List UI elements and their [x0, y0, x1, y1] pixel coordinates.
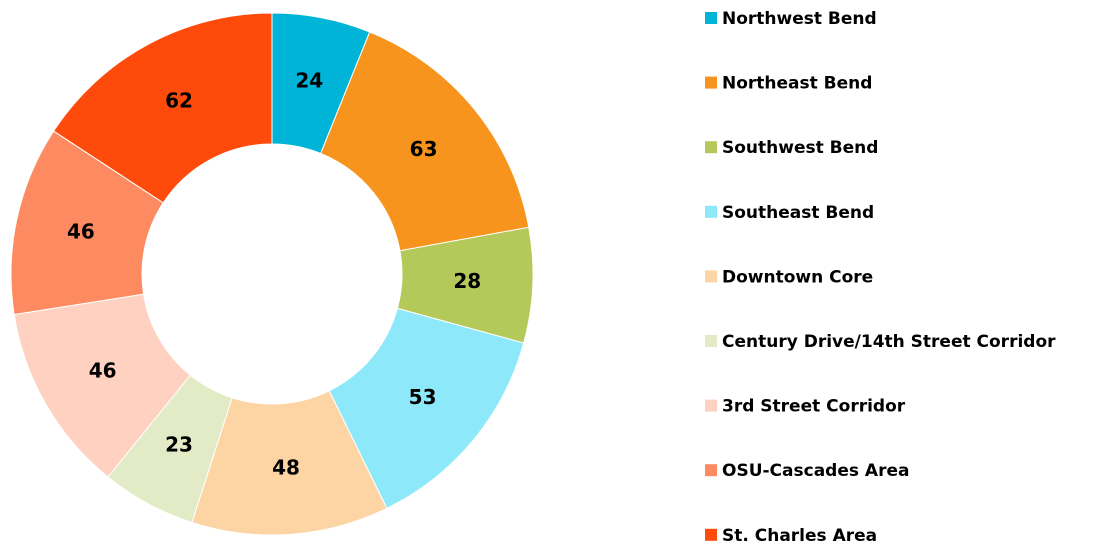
data-label: 62: [165, 89, 193, 113]
legend-label: OSU-Cascades Area: [722, 461, 909, 481]
legend-label: Century Drive/14th Street Corridor: [722, 332, 1056, 352]
legend-swatch: [705, 205, 717, 218]
data-label: 63: [410, 137, 438, 161]
legend-label: Downtown Core: [722, 267, 873, 287]
data-label: 53: [409, 385, 437, 409]
data-label: 46: [89, 358, 117, 382]
legend-swatch: [705, 528, 717, 541]
legend-label: 3rd Street Corridor: [722, 397, 906, 417]
data-label: 48: [272, 455, 300, 479]
legend-label: Northwest Bend: [722, 9, 877, 29]
legend-swatch: [705, 399, 717, 412]
legend-swatch: [705, 12, 717, 24]
donut-segment: [320, 31, 530, 252]
legend-label: Southeast Bend: [722, 203, 874, 223]
data-label: 46: [67, 219, 95, 243]
legend-label: St. Charles Area: [722, 526, 877, 546]
legend-swatch: [705, 335, 717, 347]
legend-label: Northeast Bend: [722, 74, 872, 94]
legend-swatch: [705, 270, 717, 283]
data-label: 24: [295, 69, 323, 93]
donut-segment: [328, 307, 525, 510]
data-label: 28: [453, 269, 481, 293]
legend-swatch: [705, 464, 717, 477]
donut-segment: [52, 12, 273, 204]
legend-swatch: [705, 76, 717, 89]
data-label: 23: [165, 432, 193, 456]
legend-label: Southwest Bend: [722, 138, 878, 158]
legend-swatch: [705, 141, 717, 154]
